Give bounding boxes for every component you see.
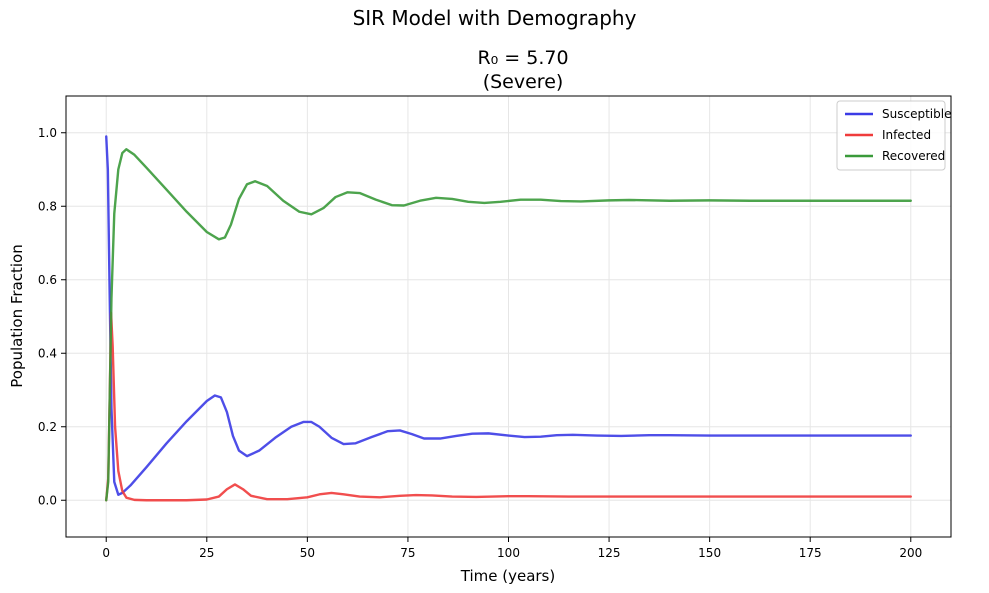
series-line-susceptible	[105, 135, 912, 496]
x-tick-label: 200	[899, 546, 922, 560]
x-tick-label: 25	[199, 546, 214, 560]
x-tick-label: 0	[102, 546, 110, 560]
legend: Susceptible Infected Recovered	[836, 100, 951, 171]
x-tick-label: 100	[497, 546, 520, 560]
y-tick-label: 0.2	[38, 420, 57, 434]
series-lines	[105, 135, 912, 502]
y-axis-label: Population Fraction	[8, 244, 26, 387]
legend-label-recovered: Recovered	[882, 149, 945, 163]
x-tick-label: 75	[400, 546, 415, 560]
series-line-recovered	[105, 148, 912, 502]
x-axis-ticks: 0 25 50 75 100 125 150 175 200	[102, 537, 922, 560]
legend-label-susceptible: Susceptible	[882, 107, 951, 121]
x-tick-label: 150	[698, 546, 721, 560]
y-tick-label: 0.6	[38, 273, 57, 287]
y-tick-label: 0.0	[38, 493, 57, 507]
y-axis-ticks: 0.0 0.2 0.4 0.6 0.8 1.0	[38, 126, 66, 507]
x-tick-label: 175	[799, 546, 822, 560]
x-tick-label: 50	[300, 546, 315, 560]
legend-box	[836, 100, 946, 171]
chart-title-r0: R₀ = 5.70	[477, 47, 568, 69]
x-axis-label: Time (years)	[460, 567, 555, 585]
x-tick-label: 125	[598, 546, 621, 560]
series-line-infected	[105, 311, 912, 502]
y-tick-label: 0.8	[38, 199, 57, 213]
y-tick-label: 1.0	[38, 126, 57, 140]
chart-suptitle: SIR Model with Demography	[353, 6, 637, 30]
legend-label-infected: Infected	[882, 128, 931, 142]
y-tick-label: 0.4	[38, 346, 57, 360]
chart-title-severity: (Severe)	[483, 71, 564, 93]
grid	[66, 96, 951, 537]
